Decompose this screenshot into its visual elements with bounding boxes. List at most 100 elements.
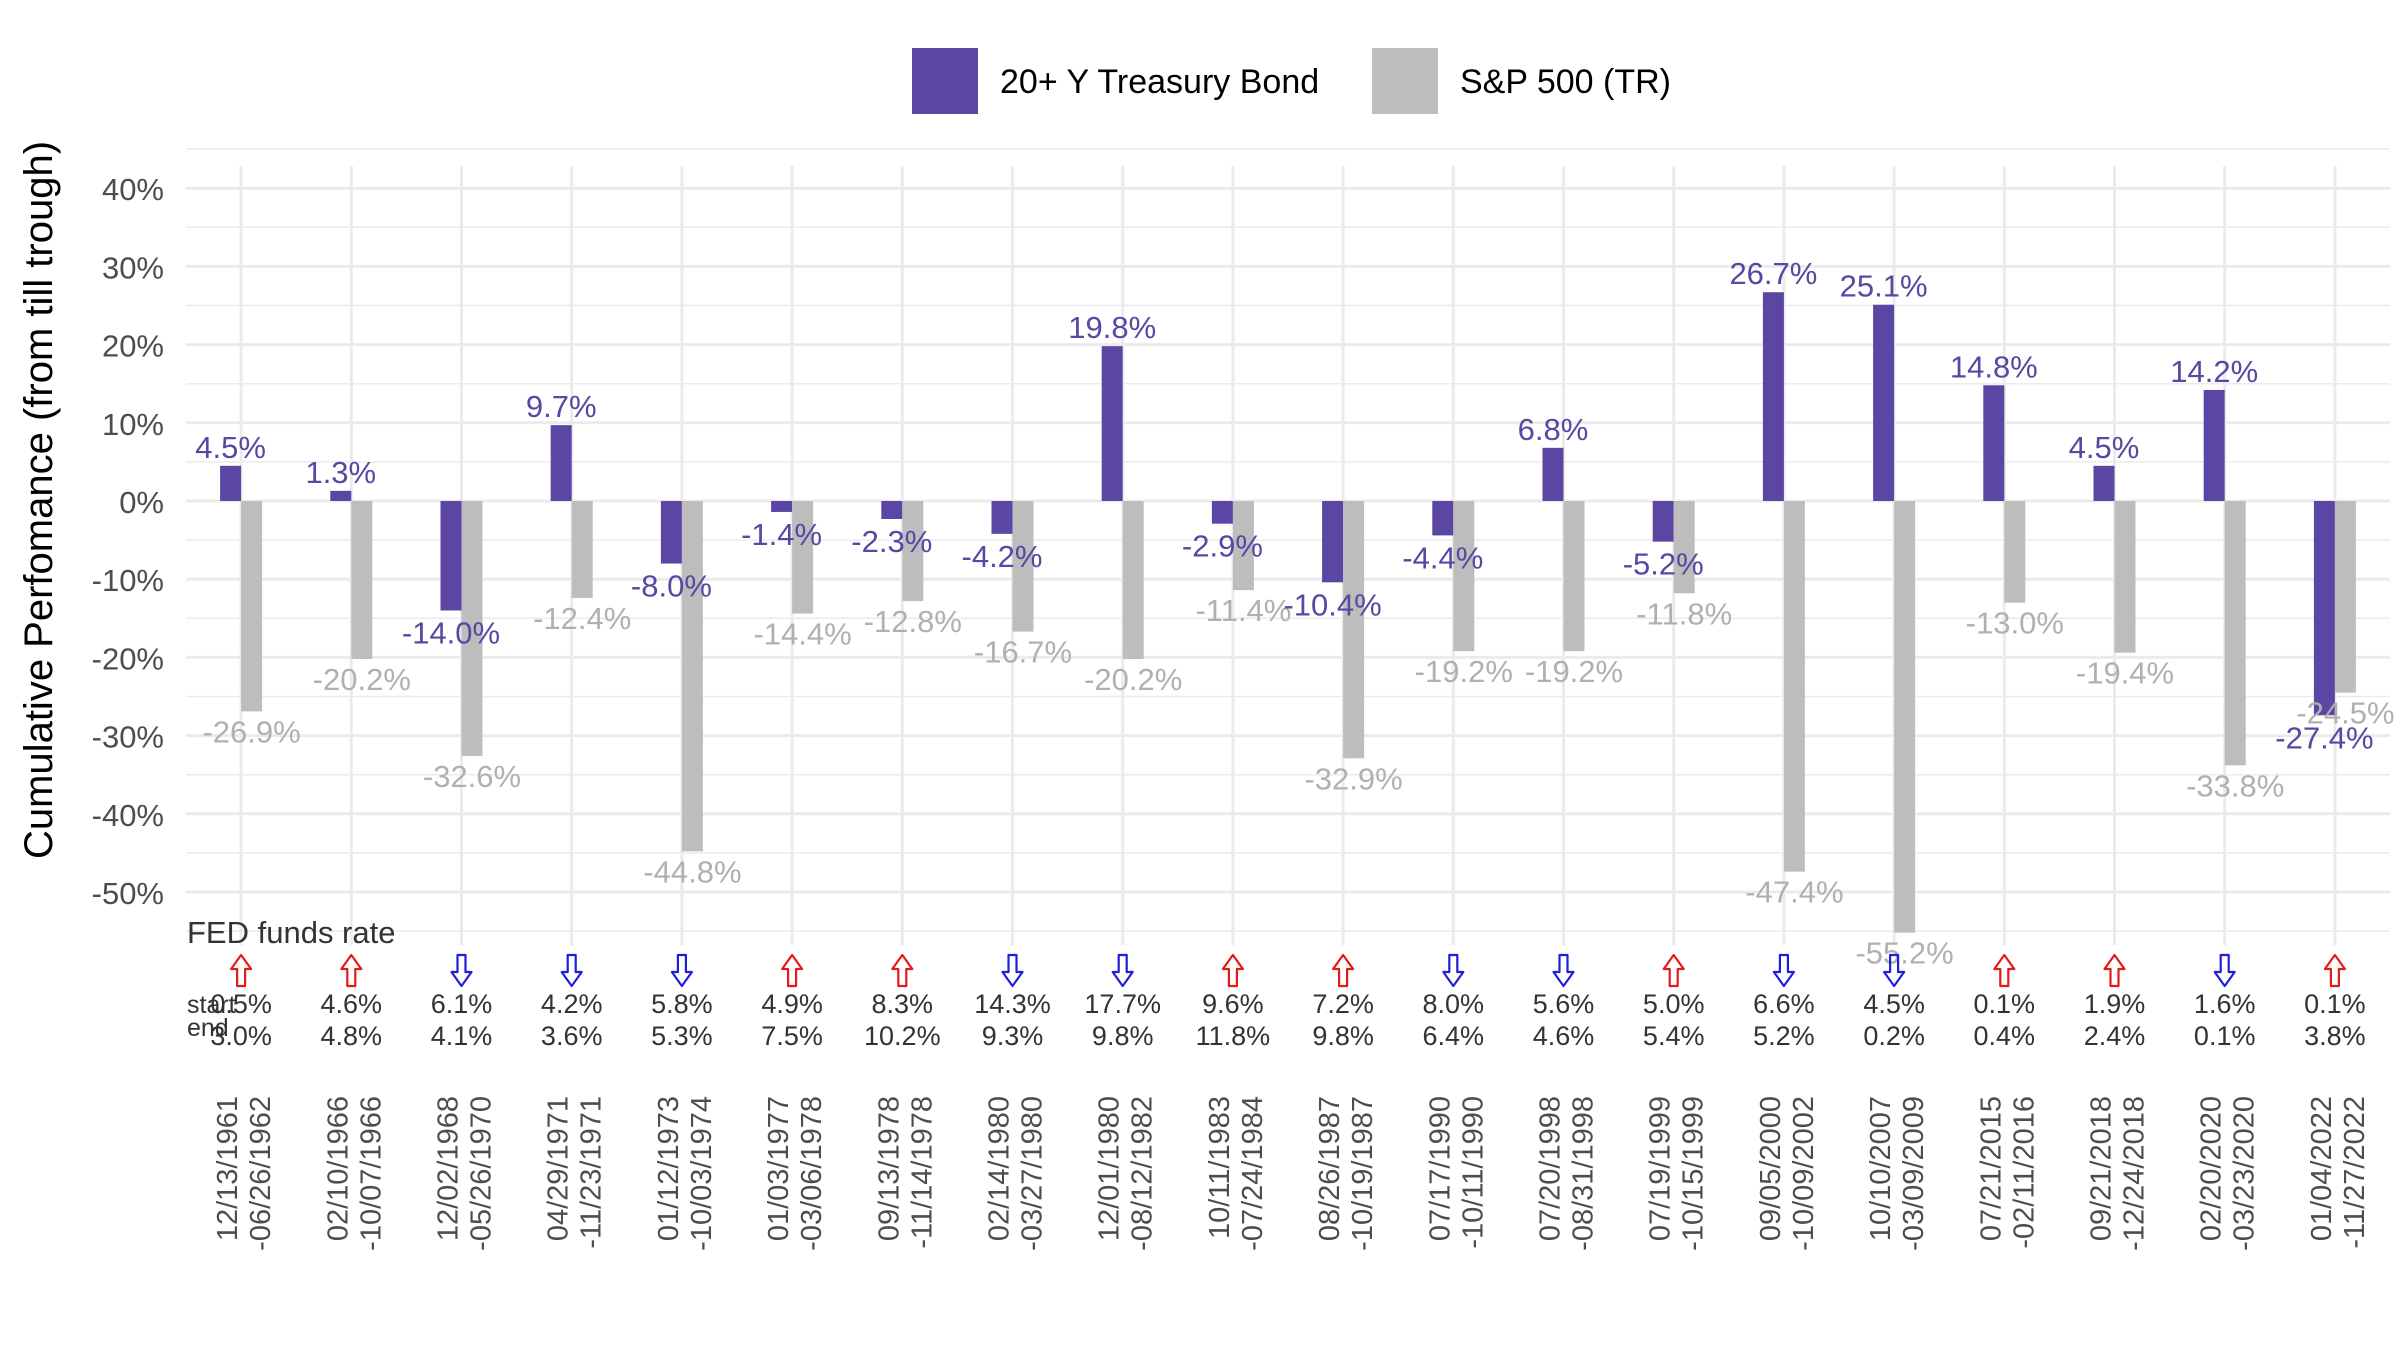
x-tick-label: 01/03/1977-03/06/1978 [763, 1096, 828, 1251]
bar-sp500 [1012, 501, 1034, 632]
y-axis: 40% 30% 20% 10% 0% -10% -20% -30% -40% -50% [92, 172, 164, 911]
fed-start-rate: 0.1% [1974, 989, 2036, 1019]
x-tick-label: 07/17/1990-10/11/1990 [1424, 1096, 1489, 1249]
y-tick-label: 40% [102, 172, 164, 207]
x-tick-label-start: 04/29/1971 [543, 1096, 575, 1241]
bar-sp500 [351, 501, 373, 659]
fed-end-rate: 6.4% [1423, 1021, 1485, 1051]
data-label-sp500: -32.9% [1304, 761, 1402, 796]
fed-end-row-label: end [187, 1014, 229, 1042]
x-tick-label-end: -02/11/2016 [2008, 1096, 2040, 1249]
bar-sp500 [2004, 501, 2026, 603]
y-tick-label: 20% [102, 329, 164, 364]
bar-sp500 [1673, 501, 1695, 594]
fed-start-rate: 8.3% [872, 989, 934, 1019]
x-tick-label-start: 10/10/2007 [1865, 1096, 1897, 1241]
x-tick-label-end: -12/24/2018 [2119, 1096, 2151, 1251]
arrow-down-icon [1883, 953, 1906, 988]
x-tick-label-start: 08/26/1987 [1314, 1096, 1346, 1241]
arrow-up-icon [1332, 953, 1355, 988]
data-label-treasury: -5.2% [1623, 547, 1704, 582]
data-label-sp500: -55.2% [1855, 936, 1953, 971]
data-label-sp500: -11.8% [1636, 596, 1732, 631]
arrow-up-icon [781, 953, 804, 988]
plot-panel [186, 166, 2390, 945]
arrow-down-icon [450, 953, 473, 988]
x-tick-label-end: -03/06/1978 [796, 1096, 828, 1251]
bar-treasury [1652, 501, 1674, 542]
arrow-down-icon [2213, 953, 2236, 988]
x-tick-label-start: 01/04/2022 [2306, 1096, 2338, 1241]
data-label-treasury: 1.3% [305, 455, 376, 490]
x-tick-label-start: 09/05/2000 [1755, 1096, 1787, 1241]
bar-treasury [881, 501, 903, 519]
data-label-treasury: -10.4% [1283, 587, 1381, 622]
bar-sp500 [1343, 501, 1365, 759]
bar-sp500 [1783, 501, 1805, 872]
x-tick-label: 01/04/2022-11/27/2022 [2306, 1096, 2371, 1249]
x-tick-label-end: -10/15/1999 [1678, 1096, 1710, 1251]
x-tick-label-end: -03/27/1980 [1017, 1096, 1049, 1251]
fed-start-row-label: start [187, 991, 236, 1019]
x-tick-label-start: 09/21/2018 [2086, 1096, 2118, 1241]
fed-end-rate: 5.2% [1753, 1021, 1815, 1051]
fed-start-rate: 5.0% [1643, 989, 1705, 1019]
fed-end-rate: 0.1% [2194, 1021, 2256, 1051]
arrow-up-icon [891, 953, 914, 988]
bar-treasury [1542, 447, 1564, 501]
data-label-sp500: -44.8% [643, 854, 741, 889]
bar-sp500 [681, 501, 703, 852]
fed-start-rate: 5.8% [651, 989, 713, 1019]
bar-sp500 [1894, 501, 1916, 933]
bar-sp500 [1232, 501, 1254, 591]
x-tick-label-end: -10/11/1990 [1457, 1096, 1489, 1249]
bar-treasury [2313, 501, 2335, 716]
fed-end-rate: 4.1% [431, 1021, 493, 1051]
x-tick-label: 12/02/1968-05/26/1970 [433, 1096, 498, 1251]
data-label-sp500: -12.8% [864, 604, 962, 639]
arrow-up-icon [1221, 953, 1244, 988]
x-tick-label: 12/13/1961-06/26/1962 [212, 1096, 277, 1251]
x-tick-label-start: 02/14/1980 [984, 1096, 1016, 1241]
x-tick-label-end: -08/31/1998 [1568, 1096, 1600, 1251]
fed-end-rate: 9.8% [1312, 1021, 1374, 1051]
x-tick-label-end: -08/12/1982 [1127, 1096, 1159, 1251]
y-tick-label: -30% [92, 720, 164, 755]
fed-end-rate: 3.6% [541, 1021, 603, 1051]
x-tick-label: 09/21/2018-12/24/2018 [2086, 1096, 2151, 1251]
x-tick-label-start: 07/19/1999 [1645, 1096, 1677, 1241]
arrow-down-icon [1111, 953, 1134, 988]
arrow-up-icon [1993, 953, 2016, 988]
x-tick-label: 01/12/1973-10/03/1974 [653, 1096, 718, 1251]
fed-start-rate: 1.6% [2194, 989, 2256, 1019]
bar-sp500 [902, 501, 924, 602]
bar-treasury [1322, 501, 1344, 583]
bar-sp500 [461, 501, 483, 756]
fed-end-rate: 9.3% [982, 1021, 1044, 1051]
data-label-treasury: -4.4% [1402, 540, 1483, 575]
x-tick-label: 09/05/2000-10/09/2002 [1755, 1096, 1820, 1251]
arrow-up-icon [230, 953, 253, 988]
data-label-sp500: -33.8% [2186, 768, 2284, 803]
data-label-treasury: 4.5% [195, 430, 266, 465]
x-tick-label-end: -05/26/1970 [466, 1096, 498, 1251]
arrow-down-icon [670, 953, 693, 988]
fed-start-rate: 9.6% [1202, 989, 1264, 1019]
bar-sp500 [2334, 501, 2356, 693]
data-label-treasury: 26.7% [1729, 256, 1817, 291]
bar-treasury [1873, 304, 1895, 501]
bar-treasury [991, 501, 1013, 534]
arrow-down-icon [1442, 953, 1465, 988]
x-tick-label-end: -10/09/2002 [1788, 1096, 1820, 1251]
fed-end-rate: 3.8% [2304, 1021, 2366, 1051]
bar-sp500 [2114, 501, 2136, 653]
fed-start-rate: 14.3% [974, 989, 1051, 1019]
x-tick-label-end: -11/14/1978 [906, 1096, 938, 1249]
arrow-up-icon [1662, 953, 1685, 988]
fed-start-rate: 4.5% [1863, 989, 1925, 1019]
data-label-sp500: -16.7% [974, 635, 1072, 670]
data-label-treasury: 25.1% [1840, 269, 1928, 304]
bar-treasury [1983, 385, 2005, 501]
x-tick-label-start: 07/20/1998 [1535, 1096, 1567, 1241]
y-tick-label: -50% [92, 876, 164, 911]
